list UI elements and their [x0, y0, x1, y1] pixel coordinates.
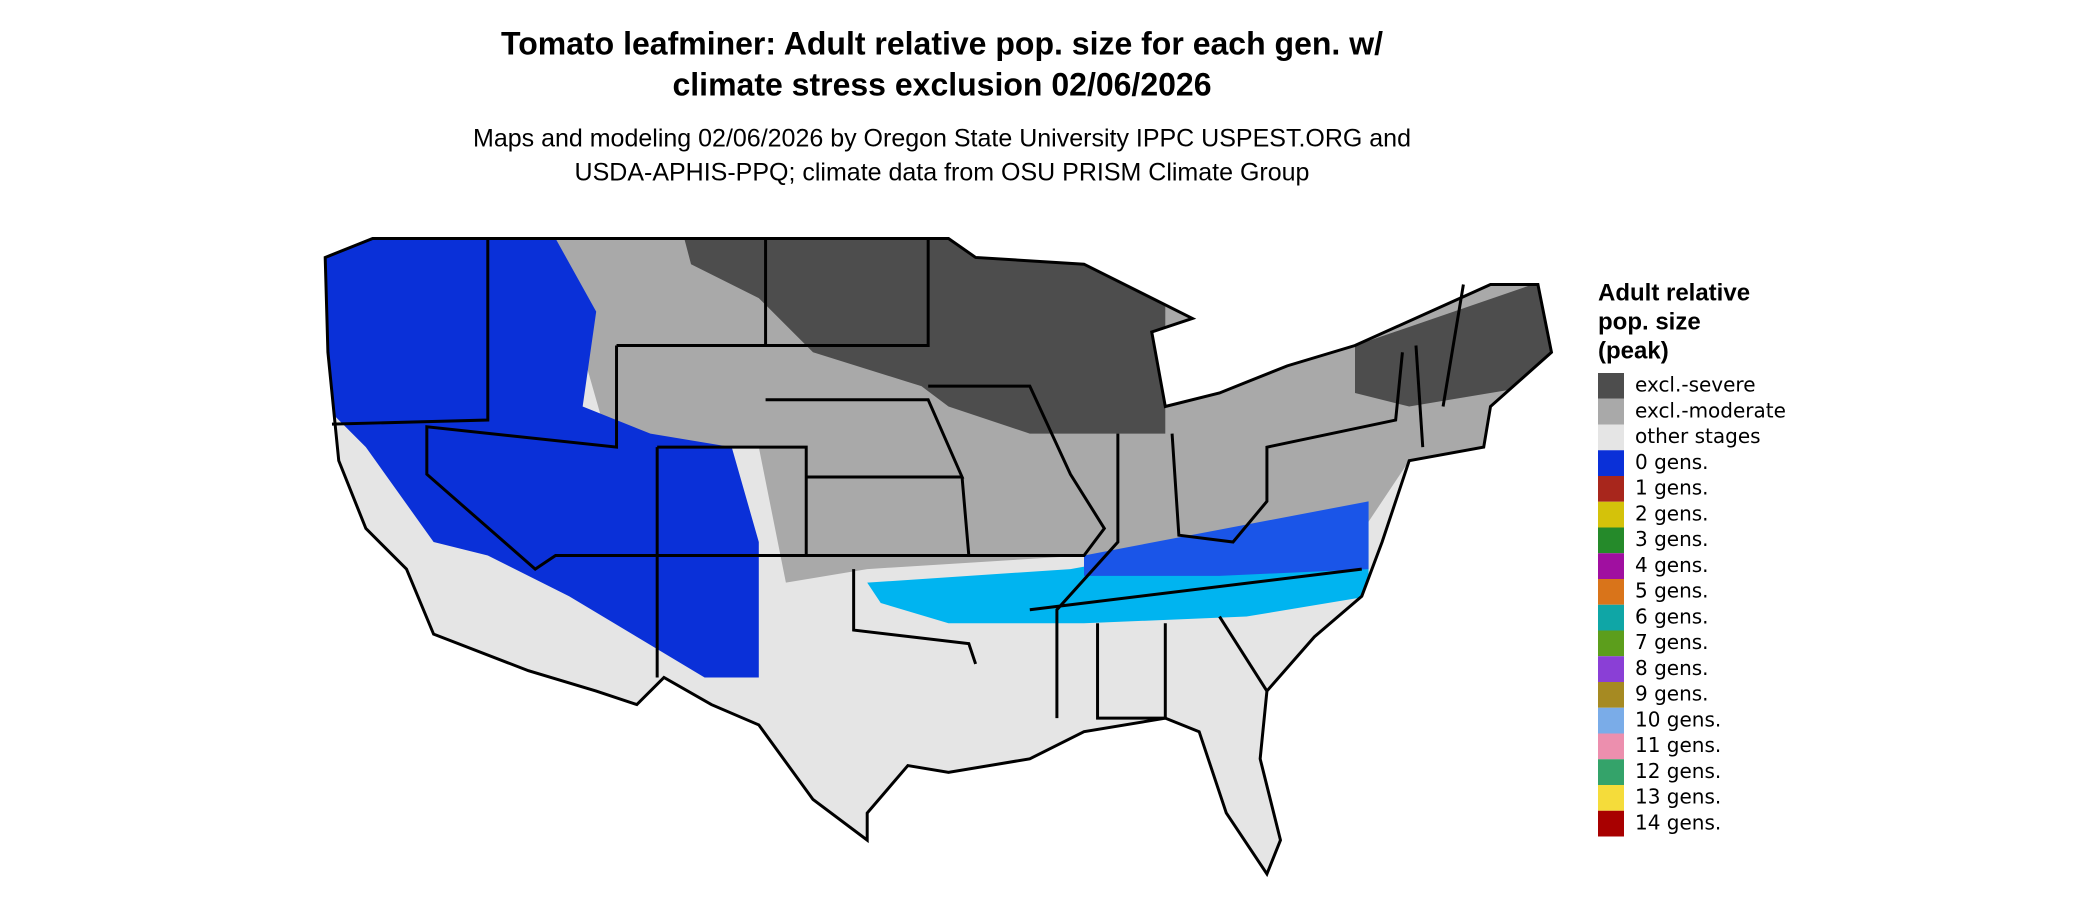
region-blue: [1084, 501, 1369, 576]
subtitle: Maps and modeling 02/06/2026 by Oregon S…: [473, 125, 1411, 153]
legend-swatch: [1598, 656, 1624, 682]
legend-title: Adult relative: [1598, 279, 1750, 306]
legend-swatch: [1598, 682, 1624, 708]
legend-swatch: [1598, 759, 1624, 785]
legend-swatch: [1598, 501, 1624, 528]
legend-label: 13 gens.: [1635, 785, 1721, 809]
legend-swatch: [1598, 707, 1624, 734]
legend-label: 2 gens.: [1635, 501, 1709, 525]
region-severe: [684, 238, 1166, 434]
legend-swatch: [1598, 527, 1624, 554]
legend-swatch: [1598, 630, 1624, 657]
legend-swatch: [1598, 424, 1624, 451]
legend-label: 9 gens.: [1635, 682, 1709, 706]
legend-label: 10 gens.: [1635, 707, 1721, 731]
legend-swatch: [1598, 553, 1624, 579]
map: [323, 236, 1554, 878]
legend-label: excl.-moderate: [1635, 398, 1786, 422]
legend-swatch: [1598, 579, 1624, 605]
legend-label: 7 gens.: [1635, 630, 1709, 654]
legend-label: other stages: [1635, 424, 1761, 448]
legend-label: 14 gens.: [1635, 810, 1721, 834]
legend-title: (peak): [1598, 337, 1669, 364]
legend-title: pop. size: [1598, 308, 1701, 335]
legend-swatch: [1598, 604, 1624, 631]
legend-label: 1 gens.: [1635, 476, 1709, 500]
legend-label: 3 gens.: [1635, 527, 1709, 551]
legend-swatch: [1598, 785, 1624, 811]
legend-label: 6 gens.: [1635, 604, 1709, 628]
boundaries: [323, 236, 1554, 878]
legend-label: 12 gens.: [1635, 759, 1721, 783]
subtitle: USDA-APHIS-PPQ; climate data from OSU PR…: [575, 159, 1310, 187]
legend-label: 8 gens.: [1635, 656, 1709, 680]
legend-label: excl.-severe: [1635, 373, 1756, 397]
region-zero: [325, 238, 759, 678]
title: climate stress exclusion 02/06/2026: [672, 66, 1211, 102]
legend-swatch: [1598, 476, 1624, 502]
legend-label: 0 gens.: [1635, 450, 1709, 474]
legend-swatch: [1598, 373, 1624, 399]
legend-swatch: [1598, 733, 1624, 760]
legend-swatch: [1598, 810, 1624, 837]
region-severe: [1355, 271, 1552, 407]
legend-label: 5 gens.: [1635, 579, 1709, 603]
legend-swatch: [1598, 398, 1624, 425]
legend-label: 4 gens.: [1635, 553, 1709, 577]
title: Tomato leafminer: Adult relative pop. si…: [501, 25, 1383, 61]
legend-swatch: [1598, 450, 1624, 476]
legend-label: 11 gens.: [1635, 733, 1721, 757]
